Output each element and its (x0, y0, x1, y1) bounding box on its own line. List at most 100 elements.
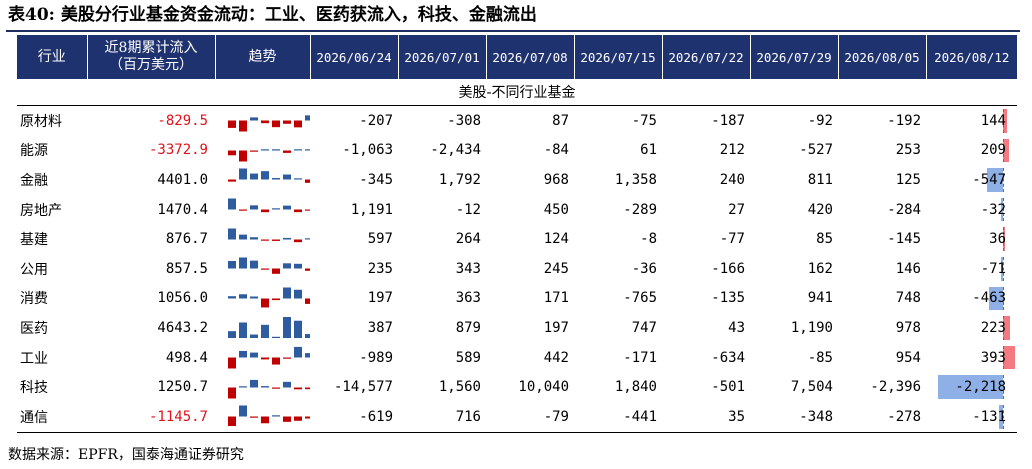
weekly-flow: -501 (711, 379, 745, 396)
sparkline-bar (283, 381, 291, 388)
databar-wrap (926, 109, 1017, 133)
trend-sparkline (215, 106, 310, 136)
weekly-flow: 171 (543, 290, 569, 307)
weekly-flow: 363 (455, 290, 481, 307)
databar-axis (1003, 286, 1004, 311)
sparkline-bar (250, 174, 258, 180)
weekly-flow: 1,190 (790, 319, 833, 336)
sparkline-bar (228, 387, 236, 399)
weekly-flow: 879 (455, 319, 481, 336)
table-row: 基建 876.7 597 264 124 -8 -77 85 -145 36 (17, 224, 1017, 254)
databar-positive (1003, 109, 1008, 133)
weekly-flow-last: -2,218 (955, 379, 1006, 396)
weekly-flow: 420 (807, 201, 833, 218)
cumulative-inflow: 1056.0 (157, 290, 208, 307)
weekly-flow: 125 (895, 171, 921, 188)
trend-sparkline (215, 372, 310, 402)
weekly-flow-databar: 393 (926, 343, 1017, 373)
sparkline-bar (294, 416, 302, 422)
trend-sparkline (215, 343, 310, 373)
sparkline-bar (261, 120, 269, 124)
cumulative-inflow: -829.5 (157, 112, 208, 129)
trend-sparkline (215, 313, 310, 343)
industry-name: 消费 (20, 291, 48, 308)
sparkline-bar (272, 239, 280, 241)
sparkline-bar (228, 357, 236, 369)
header-row: 行业 近8期累计流入 （百万美元） 趋势 2026/06/24 2026/07/… (17, 35, 1017, 79)
databar-positive (1003, 345, 1015, 370)
weekly-flow: -289 (623, 201, 657, 218)
weekly-flow: -2,396 (870, 379, 921, 396)
cumulative-inflow: 857.5 (165, 260, 208, 277)
weekly-flow-databar: 144 (926, 106, 1017, 136)
sparkline-bar (228, 416, 236, 427)
weekly-flow: -348 (750, 401, 838, 433)
sparkline-bar (294, 209, 302, 213)
sparkline-bar (239, 350, 247, 358)
sparkline-bar (250, 117, 258, 121)
sparkline-bar (239, 234, 247, 240)
weekly-flow: 442 (543, 349, 569, 366)
weekly-flow: -207 (359, 112, 393, 129)
cumulative-inflow: 1250.7 (157, 379, 208, 396)
header-total-line2: （百万美元） (109, 57, 193, 73)
trend-sparkline (215, 284, 310, 314)
weekly-flow: 343 (455, 260, 481, 277)
weekly-flow: -1,063 (342, 142, 393, 159)
weekly-flow: 1,560 (438, 379, 481, 396)
sparkline-bar (305, 149, 310, 151)
sparkline-bar (272, 120, 280, 128)
trend-sparkline (215, 165, 310, 195)
header-total-line1: 近8期累计流入 (104, 40, 198, 56)
title-rule (6, 30, 1020, 32)
databar-axis (1003, 256, 1004, 281)
header-date: 2026/07/29 (749, 35, 838, 79)
databar-wrap (926, 168, 1017, 192)
sparkline-bar (294, 149, 302, 151)
sparkline-bar (305, 353, 310, 358)
weekly-flow-databar: -2,218 (926, 372, 1017, 402)
weekly-flow: -77 (719, 231, 745, 248)
weekly-flow: -441 (574, 401, 662, 433)
weekly-flow: 747 (631, 319, 657, 336)
databar-wrap (926, 138, 1017, 163)
sparkline-bar (305, 237, 310, 240)
weekly-flow: -8 (640, 231, 657, 248)
weekly-flow: 197 (543, 319, 569, 336)
sparkline-bar (283, 317, 291, 339)
weekly-flow: 387 (367, 319, 393, 336)
sparkline-bar (228, 179, 236, 183)
databar-axis (1003, 138, 1004, 163)
weekly-flow: -84 (543, 142, 569, 159)
trend-sparkline (215, 254, 310, 284)
weekly-flow-databar: -71 (926, 254, 1017, 284)
sparkline-bar (283, 175, 291, 180)
sparkline-bar (228, 228, 236, 240)
industry-name: 金融 (20, 172, 48, 189)
sparkline-bar (239, 120, 247, 132)
sparkline-bar (283, 287, 291, 299)
databar-axis (1003, 227, 1004, 251)
header-date: 2026/07/22 (661, 35, 750, 79)
weekly-flow: -166 (711, 260, 745, 277)
weekly-flow: 716 (398, 401, 486, 433)
weekly-flow: -308 (447, 112, 481, 129)
sparkline-bar (250, 260, 258, 269)
weekly-flow-databar: -547 (926, 165, 1017, 195)
industry-name: 房地产 (20, 202, 62, 219)
weekly-flow-last: -32 (980, 201, 1006, 218)
weekly-flow-databar: 36 (926, 224, 1017, 254)
cumulative-inflow: 876.7 (165, 231, 208, 248)
section-row: 美股-不同行业基金 (17, 79, 1017, 106)
sparkline-bar (305, 115, 310, 121)
table-row: 原材料 -829.5 -207 -308 87 -75 -187 -92 -192 144 (17, 106, 1017, 136)
databar-wrap (926, 375, 1017, 399)
weekly-flow-last: -547 (972, 171, 1006, 188)
cumulative-inflow: -3372.9 (148, 142, 208, 159)
weekly-flow: -92 (807, 112, 833, 129)
weekly-flow: 811 (807, 171, 833, 188)
databar-positive (1003, 227, 1005, 251)
sparkline-bar (250, 334, 258, 339)
weekly-flow: 450 (543, 201, 569, 218)
databar-axis (1003, 404, 1004, 429)
